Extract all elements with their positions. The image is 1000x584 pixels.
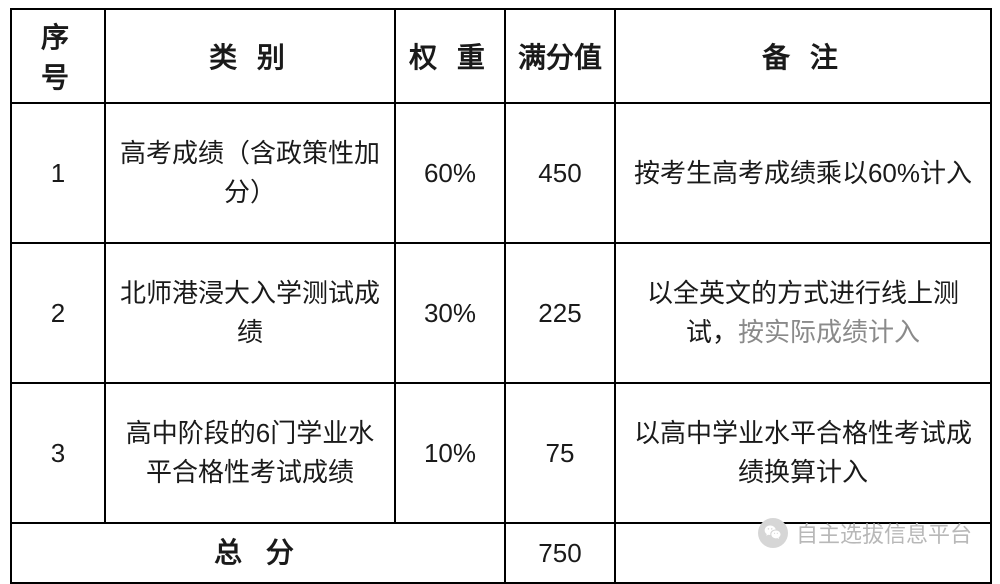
table-total-row: 总 分 750: [11, 523, 991, 583]
cell-full: 75: [505, 383, 615, 523]
total-full: 750: [505, 523, 615, 583]
cell-seq: 2: [11, 243, 105, 383]
table-row: 2 北师港浸大入学测试成绩 30% 225 以全英文的方式进行线上测试，按实际成…: [11, 243, 991, 383]
cell-seq: 1: [11, 103, 105, 243]
score-table: 序 号 类 别 权 重 满分值 备 注 1 高考成绩（含政策性加分） 60% 4…: [10, 8, 992, 584]
cell-full: 450: [505, 103, 615, 243]
col-header-weight: 权 重: [395, 9, 505, 103]
col-header-category: 类 别: [105, 9, 395, 103]
cell-weight: 10%: [395, 383, 505, 523]
cell-full: 225: [505, 243, 615, 383]
table-row: 1 高考成绩（含政策性加分） 60% 450 按考生高考成绩乘以60%计入: [11, 103, 991, 243]
table-header-row: 序 号 类 别 权 重 满分值 备 注: [11, 9, 991, 103]
cell-note: 按考生高考成绩乘以60%计入: [615, 103, 991, 243]
cell-note: 以高中学业水平合格性考试成绩换算计入: [615, 383, 991, 523]
cell-seq: 3: [11, 383, 105, 523]
cell-weight: 60%: [395, 103, 505, 243]
cell-category: 北师港浸大入学测试成绩: [105, 243, 395, 383]
cell-category: 高考成绩（含政策性加分）: [105, 103, 395, 243]
table-row: 3 高中阶段的6门学业水平合格性考试成绩 10% 75 以高中学业水平合格性考试…: [11, 383, 991, 523]
total-label: 总 分: [11, 523, 505, 583]
total-note: [615, 523, 991, 583]
cell-category: 高中阶段的6门学业水平合格性考试成绩: [105, 383, 395, 523]
col-header-seq: 序 号: [11, 9, 105, 103]
note-highlight: 按实际成绩计入: [738, 317, 920, 347]
cell-note: 以全英文的方式进行线上测试，按实际成绩计入: [615, 243, 991, 383]
cell-weight: 30%: [395, 243, 505, 383]
col-header-note: 备 注: [615, 9, 991, 103]
col-header-full: 满分值: [505, 9, 615, 103]
